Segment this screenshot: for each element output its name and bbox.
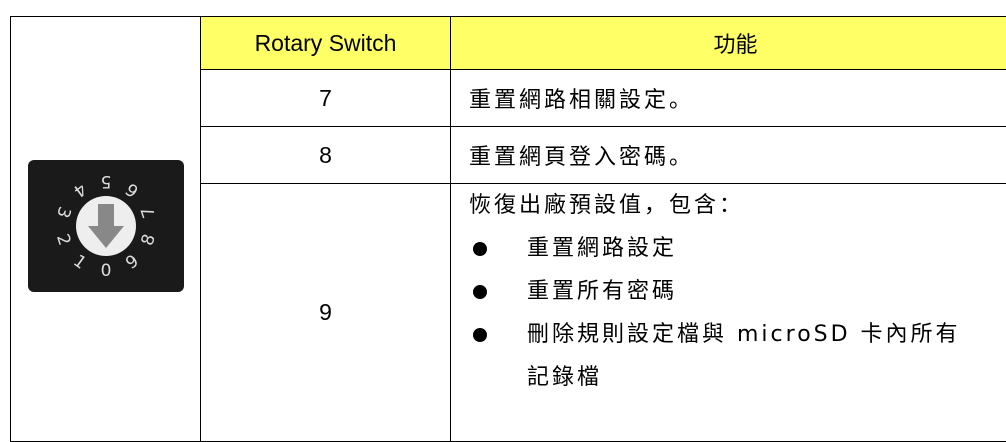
- function-cell: 重置網頁登入密碼。: [451, 127, 1006, 184]
- header-cell: Rotary Switch: [201, 17, 451, 70]
- switch-cell: 7: [201, 70, 451, 127]
- bullet-item: 重置所有密碼: [469, 270, 977, 313]
- header-cell: 功能: [451, 17, 1006, 70]
- bullet-item: 重置網路設定: [469, 227, 977, 270]
- switch-cell: 8: [201, 127, 451, 184]
- bullet-list: 重置網路設定重置所有密碼刪除規則設定檔與 microSD 卡內所有記錄檔: [469, 227, 1006, 399]
- dial-label: 5: [100, 171, 111, 191]
- switch-cell: 9: [201, 184, 451, 442]
- dial-label: 0: [100, 261, 111, 281]
- function-cell: 恢復出廠預設值，包含： 重置網路設定重置所有密碼刪除規則設定檔與 microSD…: [451, 184, 1006, 442]
- function-text: 恢復出廠預設值，包含：: [469, 184, 1006, 227]
- function-cell: 重置網路相關設定。: [451, 70, 1006, 127]
- bullet-item: 刪除規則設定檔與 microSD 卡內所有記錄檔: [469, 313, 977, 399]
